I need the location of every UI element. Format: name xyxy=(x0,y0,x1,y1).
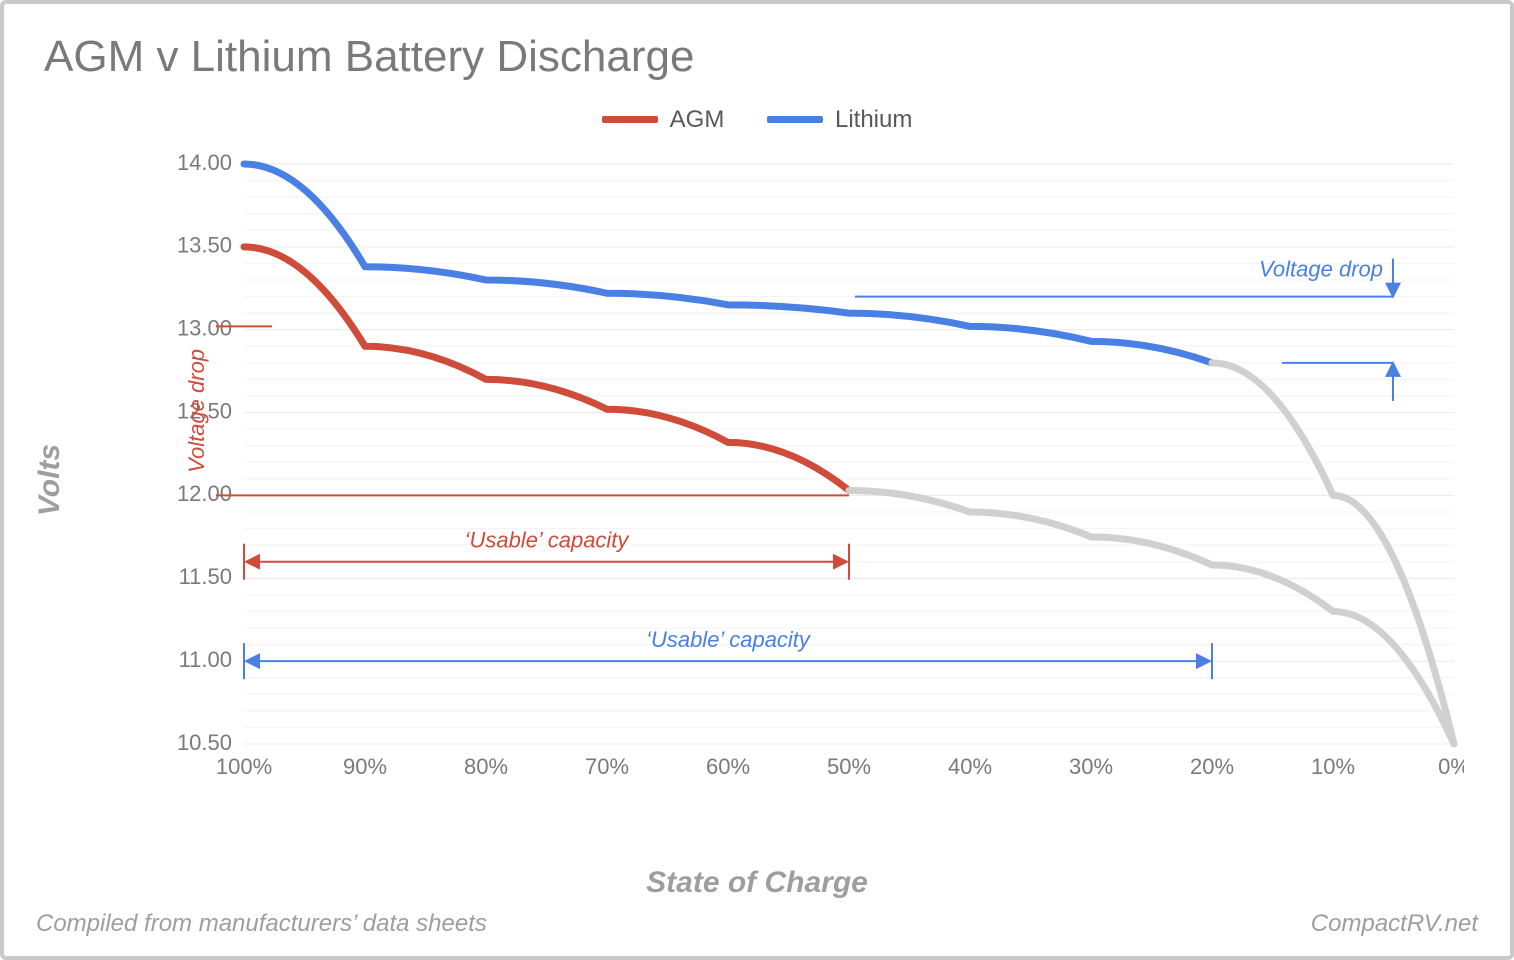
y-tick-label: 13.00 xyxy=(177,316,232,341)
legend-swatch-agm xyxy=(602,116,658,123)
annotation-agm-voltage-drop: Voltage drop xyxy=(184,349,209,473)
x-tick-label: 40% xyxy=(948,754,992,779)
y-tick-label: 14.00 xyxy=(177,154,232,175)
y-tick-label: 12.00 xyxy=(177,481,232,506)
series-line-grey xyxy=(1212,363,1454,744)
annotation-agm-usable: ‘Usable’ capacity xyxy=(465,528,631,553)
plot-area: 14.0013.5013.0012.5012.0011.5011.0010.50… xyxy=(134,154,1464,824)
chart-title: AGM v Lithium Battery Discharge xyxy=(44,32,694,82)
x-tick-label: 80% xyxy=(464,754,508,779)
y-tick-label: 11.50 xyxy=(179,564,232,589)
y-tick-label: 11.00 xyxy=(179,647,232,672)
legend-item-lithium: Lithium xyxy=(767,106,912,134)
footer-credit: CompactRV.net xyxy=(1311,910,1478,938)
chart-frame: AGM v Lithium Battery Discharge AGM Lith… xyxy=(0,0,1514,960)
y-axis-title: Volts xyxy=(33,444,67,516)
legend-label-agm: AGM xyxy=(670,106,725,134)
x-axis-title: State of Charge xyxy=(4,866,1510,900)
x-tick-label: 60% xyxy=(706,754,750,779)
legend-label-lithium: Lithium xyxy=(835,106,912,134)
x-tick-label: 90% xyxy=(343,754,387,779)
legend-swatch-lithium xyxy=(767,116,823,123)
footer-source: Compiled from manufacturers’ data sheets xyxy=(36,910,487,938)
x-tick-label: 30% xyxy=(1069,754,1113,779)
x-tick-label: 70% xyxy=(585,754,629,779)
x-tick-label: 0% xyxy=(1438,754,1464,779)
legend-item-agm: AGM xyxy=(602,106,725,134)
x-tick-label: 10% xyxy=(1311,754,1355,779)
y-tick-label: 13.50 xyxy=(177,233,232,258)
x-tick-label: 100% xyxy=(216,754,272,779)
x-tick-label: 20% xyxy=(1190,754,1234,779)
annotation-lithium-usable: ‘Usable’ capacity xyxy=(646,627,812,652)
y-tick-label: 10.50 xyxy=(177,730,232,755)
x-tick-label: 50% xyxy=(827,754,871,779)
legend: AGM Lithium xyxy=(4,102,1510,134)
annotation-lithium-voltage-drop: Voltage drop xyxy=(1259,257,1383,282)
